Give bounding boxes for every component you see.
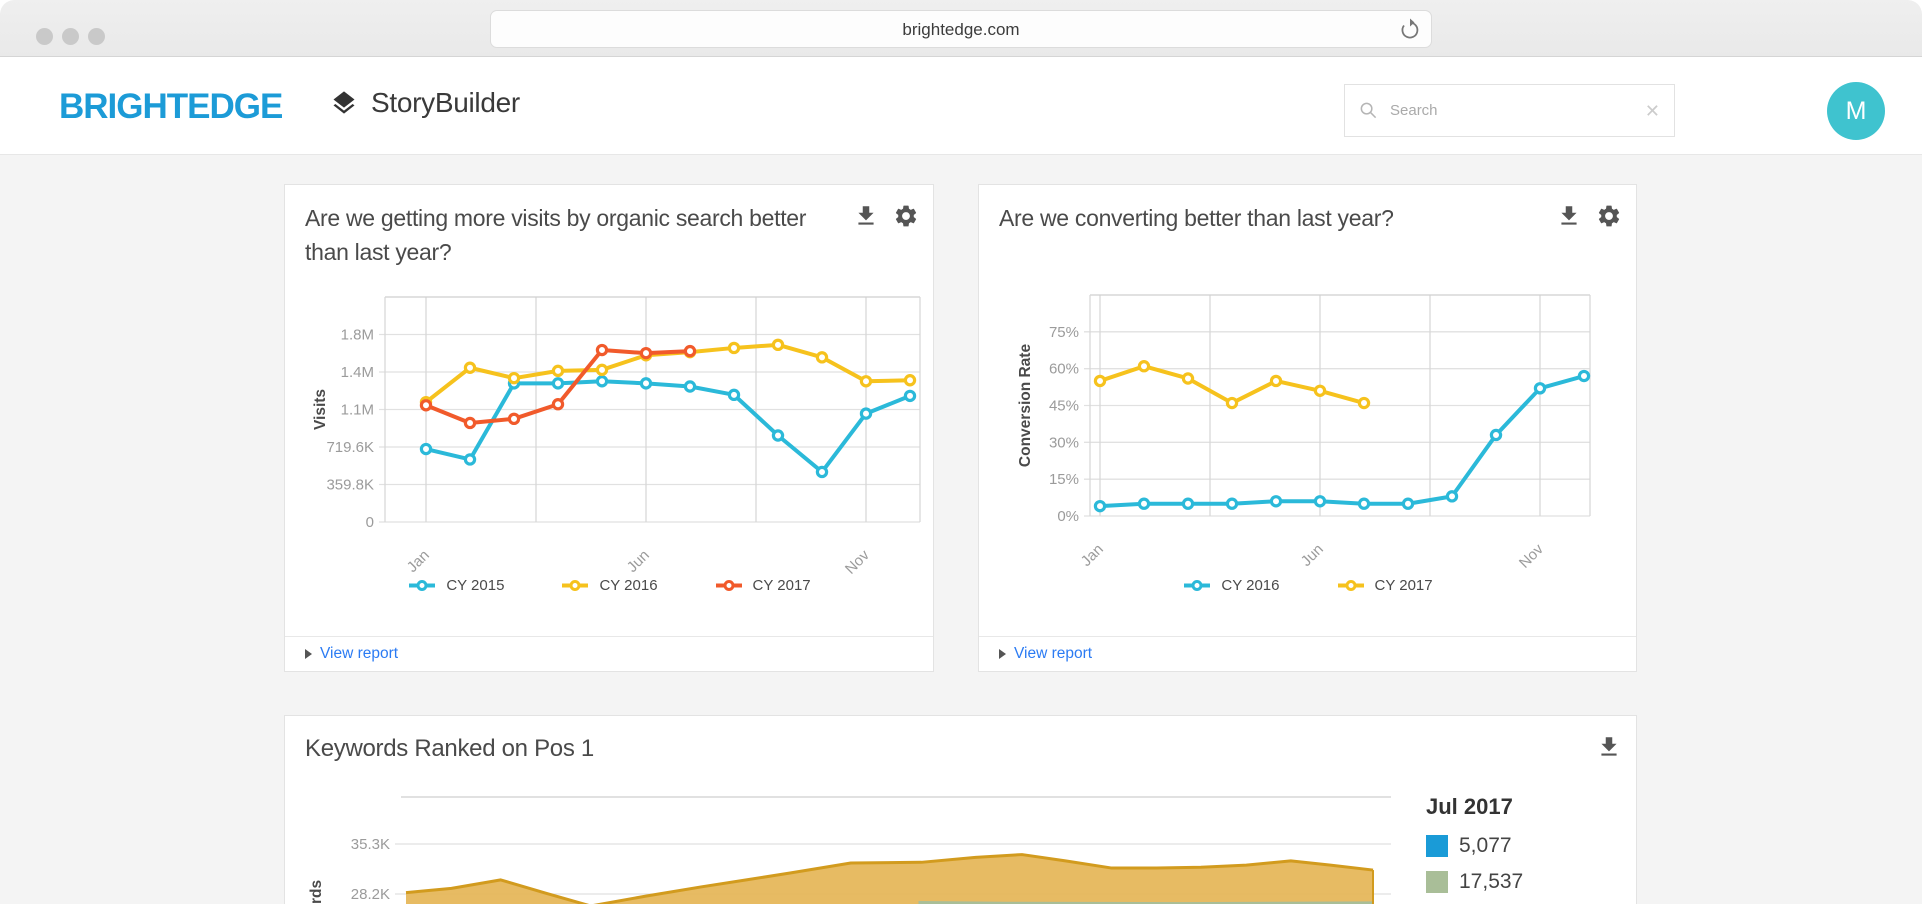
avatar[interactable]: M [1827,82,1885,140]
svg-text:28.2K: 28.2K [351,886,390,903]
legend-marker-icon [409,580,436,591]
refresh-icon[interactable] [1398,18,1422,42]
keywords-area-chart: 28.2K 35.3K Keywords [308,796,1391,904]
chart-legend: CY 2016 CY 2017 [979,577,1636,594]
legend-label: CY 2016 [1221,577,1280,594]
svg-text:359.8K: 359.8K [326,477,374,494]
download-icon[interactable] [1596,734,1622,760]
svg-text:35.3K: 35.3K [351,836,390,853]
svg-text:75%: 75% [1049,324,1079,341]
legend-marker-icon [562,580,589,591]
legend-label: 17,537 [1459,870,1524,893]
svg-text:719.6K: 719.6K [326,439,374,456]
legend-swatch-icon [1426,871,1448,893]
app-header: BRIGHTEDGE StoryBuilder ✕ M [0,57,1922,155]
svg-text:1.1M: 1.1M [341,402,374,419]
view-report-link[interactable]: View report [1014,645,1093,662]
card-title: Are we converting better than last year? [999,205,1394,231]
window-controls [36,28,105,45]
legend-marker-icon [1337,580,1364,591]
svg-text:1.8M: 1.8M [341,327,374,344]
storybuilder-nav[interactable]: StoryBuilder [330,87,520,119]
layers-icon [333,91,355,114]
legend-item[interactable]: CY 2017 [714,577,811,594]
svg-text:45%: 45% [1049,398,1079,415]
svg-text:Jan: Jan [404,547,433,576]
legend-item[interactable]: CY 2016 [1182,577,1280,594]
url-text[interactable]: brightedge.com [902,20,1020,39]
download-icon[interactable] [1556,203,1582,229]
svg-text:15%: 15% [1049,471,1079,488]
browser-chrome: brightedge.com [0,0,1922,57]
legend-item[interactable]: CY 2017 [1336,577,1433,594]
gear-icon[interactable] [1596,203,1622,229]
address-bar[interactable]: brightedge.com [490,10,1432,48]
chart-legend: CY 2015 CY 2016 CY 2017 [285,577,933,594]
legend-label: CY 2016 [599,577,658,594]
clear-search-icon[interactable]: ✕ [1644,100,1660,121]
svg-text:0%: 0% [1057,508,1079,525]
view-report-link[interactable]: View report [320,645,399,662]
card-footer: View report [285,636,933,671]
svg-text:Jan: Jan [1078,541,1107,570]
search-icon [1360,102,1377,119]
legend-marker-icon [1184,580,1211,591]
legend-label: CY 2015 [446,577,505,594]
app-title: StoryBuilder [371,87,520,118]
card-keywords-pos1: Keywords Ranked on Pos 1 28.2K 35.3K Keywo… [284,715,1637,904]
gear-icon[interactable] [893,203,919,229]
card-organic-visits: Are we getting more visits by organic se… [284,184,934,672]
minimize-window-button[interactable] [62,28,79,45]
card-footer: View report [979,636,1636,671]
card-title: Are we getting more visits by organic se… [305,205,807,265]
search-input[interactable] [1390,102,1645,119]
svg-text:Nov: Nov [1516,540,1547,571]
svg-text:Jun: Jun [624,547,653,576]
svg-text:Visits: Visits [312,389,329,430]
zoom-window-button[interactable] [88,28,105,45]
svg-text:60%: 60% [1049,361,1079,378]
close-window-button[interactable] [36,28,53,45]
svg-text:1.4M: 1.4M [341,364,374,381]
brightedge-logo[interactable]: BRIGHTEDGE [59,87,283,126]
legend-label: CY 2017 [1374,577,1433,594]
legend-item[interactable]: 17,537 [1426,870,1646,894]
legend-item[interactable]: CY 2015 [407,577,504,594]
svg-text:Conversion Rate: Conversion Rate [1017,344,1034,468]
svg-text:30%: 30% [1049,434,1079,451]
legend-heading: Jul 2017 [1426,794,1513,819]
svg-text:0: 0 [366,514,374,531]
legend-item[interactable]: CY 2016 [560,577,658,594]
expand-triangle-icon [999,649,1006,659]
legend-swatch-icon [1426,835,1448,857]
download-icon[interactable] [853,203,879,229]
dashboard: Are we getting more visits by organic se… [0,155,1922,904]
svg-text:Keywords: Keywords [308,880,325,904]
svg-text:Jun: Jun [1298,541,1327,570]
conversion-line-chart: 0% 15% 30% 45% 60% 75% Jan Jun Nov Conversion Rat… [1017,294,1591,572]
expand-triangle-icon [305,649,312,659]
legend-label: 5,077 [1459,834,1512,857]
search-box[interactable]: ✕ [1344,84,1675,137]
legend-item[interactable]: 5,077 [1426,834,1646,858]
legend-marker-icon [715,580,742,591]
card-title: Keywords Ranked on Pos 1 [305,735,594,762]
visits-line-chart: 0 359.8K 719.6K 1.1M 1.4M 1.8M Jan Jun Nov Visits [312,296,921,578]
card-conversion-rate: Are we converting better than last year?… [978,184,1637,672]
legend-label: CY 2017 [752,577,811,594]
svg-text:Nov: Nov [842,546,873,577]
